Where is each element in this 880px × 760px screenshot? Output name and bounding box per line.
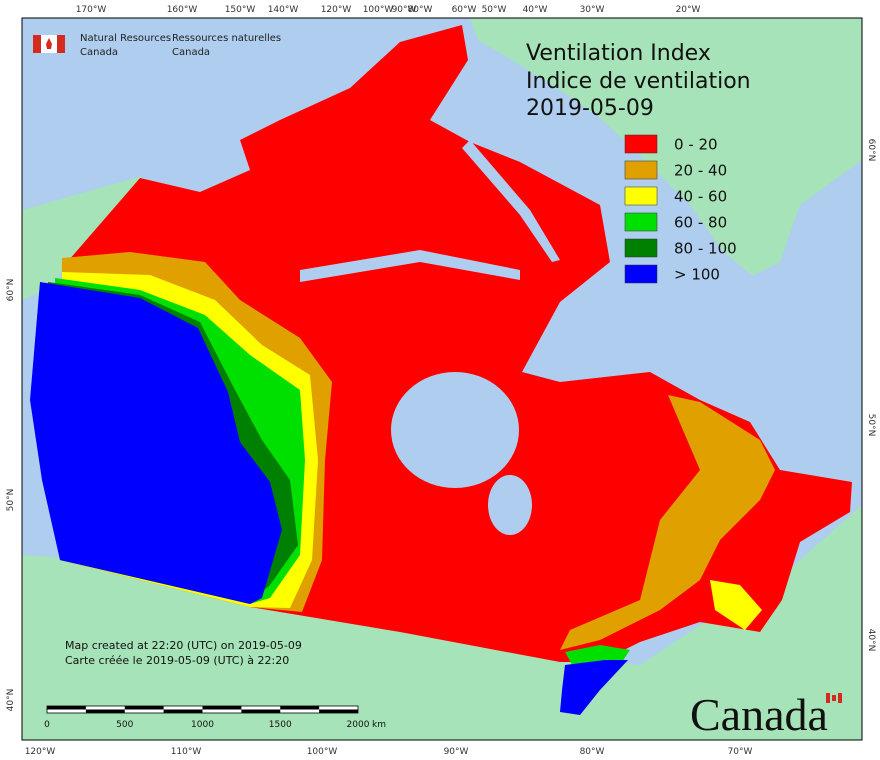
longitude-label: 140°W [268,5,299,15]
usa [22,505,862,740]
longitude-label: 160°W [167,5,198,15]
west-band-over-100 [30,282,282,604]
scale-bar-segment [280,706,320,710]
maple-leaf [832,695,836,701]
flag-bar [57,35,65,53]
flag-bar [838,693,842,703]
wordmark: Canada [690,689,842,740]
flag-bar [33,35,41,53]
longitude-label: 80°W [580,747,605,757]
legend-label: 40 - 60 [674,188,727,206]
latitude-label: 60°N [6,279,16,302]
legend-swatch [624,134,658,154]
scale-bar-segment [202,706,242,710]
scale-bar-segment [241,709,281,713]
legend-label: 20 - 40 [674,162,727,180]
scale-bar-segment [124,706,164,710]
flag-bar [826,693,830,703]
scale-bar-segment [47,706,86,710]
canada-wordmark: Canada [690,689,828,740]
maritimes-40-60 [710,580,762,630]
scale-bar-segment [319,709,358,713]
scale-bar-unit: km [372,720,386,730]
longitude-label: 50°W [482,5,507,15]
longitude-label: 20°W [676,5,701,15]
latitude-label: 50°N [866,414,876,437]
scale-bar-label: 2000 [347,720,370,730]
agency-en: Canada [80,47,118,58]
longitude-label: 100°W [363,5,394,15]
scale-bar-segment [85,709,125,713]
map-area [22,18,862,740]
longitude-label: 120°W [25,747,56,757]
scale-bar-label: 1500 [269,720,292,730]
longitude-label: 120°W [321,5,352,15]
legend-label: 0 - 20 [674,136,718,154]
baffin-channel [462,140,560,262]
scale-bar-label: 500 [116,720,133,730]
scale-bar-label: 0 [44,720,50,730]
greenland [470,18,862,276]
longitude-label: 70°W [728,747,753,757]
agency-fr: Canada [172,47,210,58]
longitude-label: 150°W [225,5,256,15]
note: Carte créée le 2019-05-09 (UTC) à 22:20 [65,654,289,667]
longitude-label: 90°W [444,747,469,757]
maple-leaf [46,38,52,49]
legend-swatch [624,212,658,232]
latitude-label: 50°N [6,489,16,512]
legend-label: 60 - 80 [674,214,727,232]
longitude-label: 90°W [392,5,417,15]
agency-fr: Ressources naturelles [172,33,281,44]
map-frame [21,17,863,741]
alaska [22,176,142,300]
legend-swatch [624,238,658,258]
note: Map created at 22:20 (UTC) on 2019-05-09 [65,639,302,652]
latitude-label: 60°N [866,139,876,162]
longitude-label: 30°W [580,5,605,15]
agency-en: Natural Resources [80,33,171,44]
longitude-label: 110°W [171,747,202,757]
legend-label: 80 - 100 [674,240,737,258]
arctic-channel [300,250,520,282]
james-bay [488,475,532,535]
title: Indice de ventilation [526,69,751,94]
title: Ventilation Index [526,41,711,66]
latitude-label: 40°N [6,689,16,712]
east-band-20-40 [560,395,775,650]
ontario-over-100 [560,660,628,715]
legend-swatch [624,264,658,284]
longitude-label: 170°W [76,5,107,15]
scale-bar-label: 1000 [191,720,214,730]
longitude-label: 40°W [523,5,548,15]
longitude-label: 80°W [408,5,433,15]
hudson-bay [391,372,519,488]
scale-bar-segment [163,709,203,713]
nrcan-signature: Natural Resources Canada Ressources natu… [33,33,281,58]
longitude-label: 60°W [452,5,477,15]
legend-swatch [624,186,658,206]
title-date: 2019-05-09 [526,96,654,121]
longitude-label: 100°W [307,747,338,757]
legend-label: > 100 [674,266,720,284]
legend-swatch [624,160,658,180]
latitude-label: 40°N [866,629,876,652]
